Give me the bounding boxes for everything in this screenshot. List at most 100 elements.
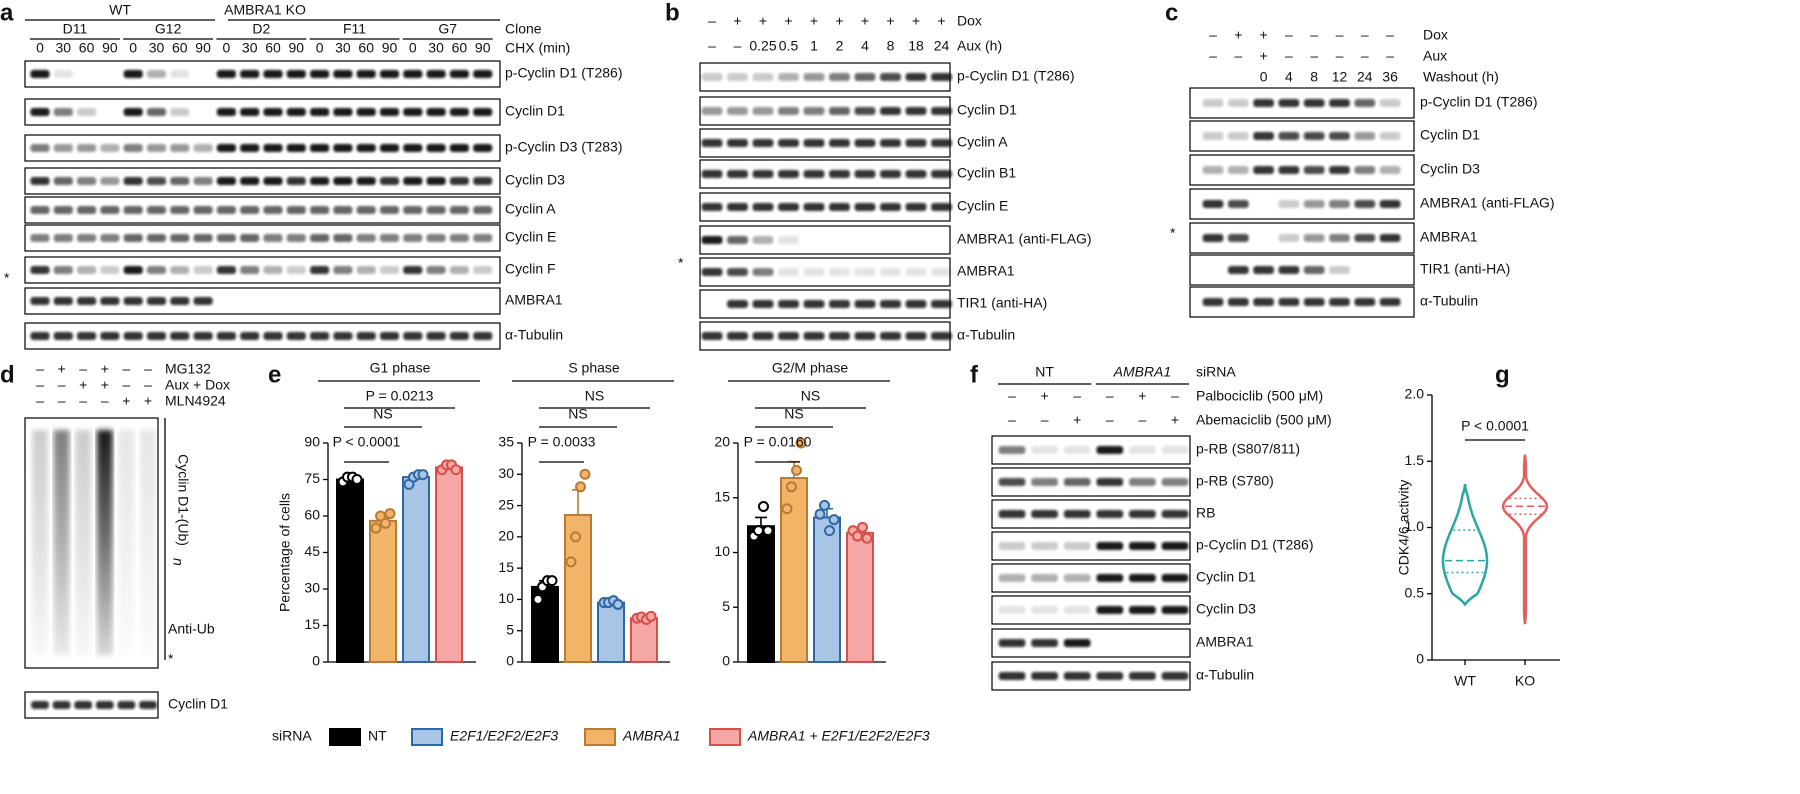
band xyxy=(310,206,330,214)
band xyxy=(931,107,952,115)
lane-label: 0 xyxy=(36,40,44,56)
data-point xyxy=(819,499,830,511)
band xyxy=(1096,446,1124,454)
band xyxy=(1278,132,1300,140)
band xyxy=(998,478,1026,486)
band xyxy=(1329,200,1350,208)
y-tick-label: 15 xyxy=(304,616,320,632)
band xyxy=(379,177,400,185)
lane-label: 90 xyxy=(102,40,118,56)
lane-label: + xyxy=(1234,27,1242,43)
band xyxy=(1161,542,1189,550)
lane-label: + xyxy=(784,13,792,29)
annotation: P < 0.0001 xyxy=(333,434,401,450)
band xyxy=(449,144,469,152)
band xyxy=(263,70,283,78)
band xyxy=(193,206,213,214)
legend-swatch xyxy=(411,728,443,746)
band xyxy=(1354,166,1376,174)
bar xyxy=(336,478,364,663)
y-tick-label: 0 xyxy=(506,653,514,669)
band xyxy=(193,234,213,242)
band xyxy=(403,234,423,242)
band xyxy=(473,206,493,214)
panel-letter: g xyxy=(1495,361,1510,388)
band xyxy=(473,70,493,78)
lane-label: + xyxy=(101,377,109,393)
band xyxy=(727,139,748,147)
genotype: AMBRA1 KO xyxy=(224,2,306,18)
band xyxy=(100,234,120,242)
y-tick-label: 15 xyxy=(714,488,730,504)
band xyxy=(1161,478,1189,486)
antibody-label: Cyclin D1 xyxy=(957,102,1017,118)
clone-label: D2 xyxy=(252,21,270,37)
lane-label: + xyxy=(937,13,945,29)
bar xyxy=(435,466,463,664)
y-tick-label: 0 xyxy=(312,653,320,669)
band xyxy=(1329,298,1350,306)
data-point xyxy=(546,575,558,587)
band xyxy=(310,266,330,274)
band xyxy=(216,70,236,78)
band xyxy=(473,177,493,185)
band xyxy=(1329,234,1350,242)
band xyxy=(333,177,353,185)
y-tick-label: 60 xyxy=(304,507,320,523)
lane-label: – xyxy=(1106,388,1114,404)
band xyxy=(123,332,143,340)
lane-label: 90 xyxy=(382,40,398,56)
lane-label: – xyxy=(58,393,66,409)
lane-label: – xyxy=(1234,48,1242,64)
band xyxy=(1278,266,1300,274)
blot-label: Anti-Ub xyxy=(168,621,215,637)
band xyxy=(379,144,400,152)
lane-label: 30 xyxy=(428,40,444,56)
band xyxy=(1031,446,1058,454)
band xyxy=(449,70,469,78)
band xyxy=(286,108,306,116)
band xyxy=(170,177,190,185)
band xyxy=(286,206,306,214)
band xyxy=(356,70,376,78)
antibody-label: Cyclin B1 xyxy=(957,165,1016,181)
band xyxy=(778,332,799,340)
data-point xyxy=(370,522,382,534)
band xyxy=(752,268,774,276)
y-tick-label: 20 xyxy=(498,528,514,544)
band xyxy=(449,234,469,242)
band xyxy=(1329,99,1350,107)
band xyxy=(31,701,49,709)
band xyxy=(53,108,73,116)
legend-label: AMBRA1 + E2F1/E2F2/E2F3 xyxy=(747,728,930,744)
lane-label: 1 xyxy=(810,38,818,54)
band xyxy=(1253,166,1274,174)
condition-label: Aux xyxy=(1423,48,1447,64)
lane-label: + xyxy=(1260,48,1268,64)
band xyxy=(240,70,260,78)
marker: * xyxy=(168,651,174,667)
band xyxy=(778,107,799,115)
lane-label: – xyxy=(1336,48,1344,64)
band xyxy=(1278,166,1300,174)
band xyxy=(473,234,493,242)
lane-label: 60 xyxy=(265,40,281,56)
smear xyxy=(32,430,48,655)
band xyxy=(333,70,353,78)
band xyxy=(379,206,400,214)
band xyxy=(1031,542,1058,550)
band xyxy=(1227,99,1249,107)
band xyxy=(170,144,190,152)
data-point xyxy=(575,481,586,493)
band xyxy=(998,639,1026,647)
band xyxy=(310,177,330,185)
band xyxy=(193,297,213,305)
lane-label: + xyxy=(1171,412,1179,428)
band xyxy=(1129,510,1156,518)
lane-label: – xyxy=(36,393,44,409)
band xyxy=(931,332,952,340)
band xyxy=(77,234,97,242)
lane-label: – xyxy=(144,377,152,393)
band xyxy=(216,144,236,152)
band xyxy=(931,73,952,81)
